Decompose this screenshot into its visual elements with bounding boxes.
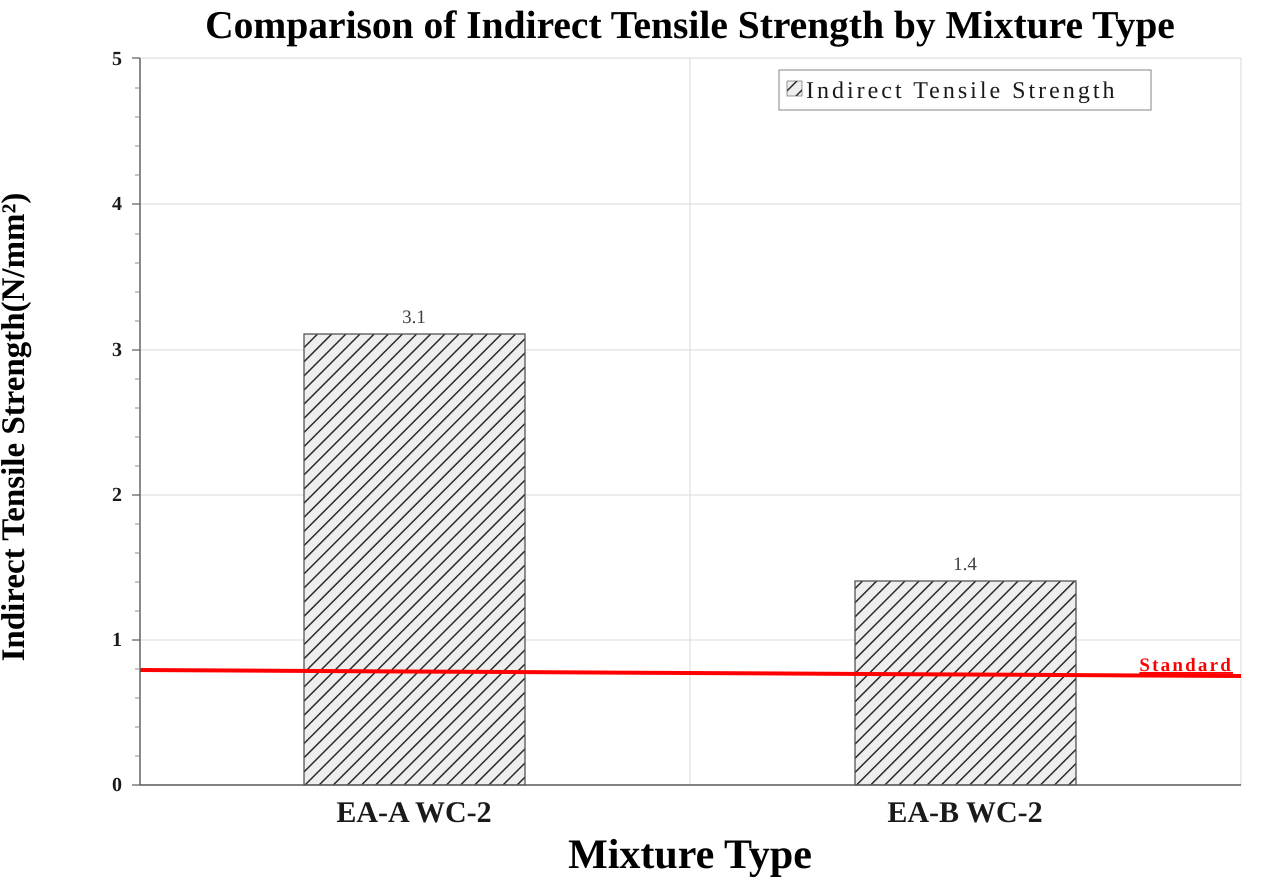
- svg-text:0: 0: [112, 774, 122, 796]
- svg-text:EA-A WC-2: EA-A WC-2: [336, 796, 491, 829]
- svg-text:Mixture Type: Mixture Type: [568, 832, 812, 878]
- svg-text:3: 3: [112, 339, 122, 361]
- svg-text:1.4: 1.4: [953, 554, 977, 575]
- svg-text:5: 5: [112, 48, 122, 70]
- svg-text:Standard: Standard: [1139, 655, 1233, 676]
- svg-text:2: 2: [112, 484, 122, 506]
- svg-text:Comparison of Indirect Tensile: Comparison of Indirect Tensile Strength …: [205, 3, 1175, 47]
- svg-text:3.1: 3.1: [402, 307, 426, 328]
- svg-text:4: 4: [112, 193, 122, 215]
- svg-text:Indirect Tensile Strength: Indirect Tensile Strength: [806, 78, 1117, 104]
- svg-text:EA-B WC-2: EA-B WC-2: [887, 796, 1042, 829]
- svg-text:1: 1: [112, 629, 122, 651]
- svg-text:Indirect Tensile Strength(N/mm: Indirect Tensile Strength(N/mm²): [0, 193, 32, 662]
